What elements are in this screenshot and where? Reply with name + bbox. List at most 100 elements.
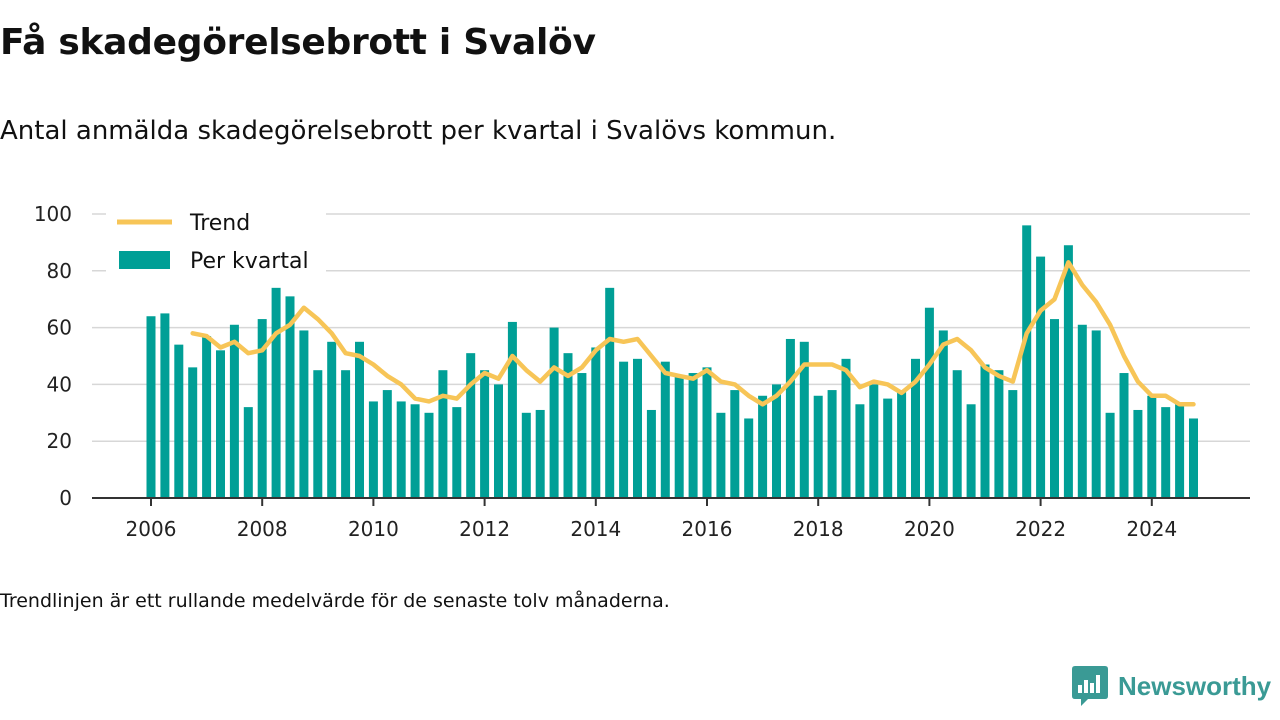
- bar: [146, 316, 156, 498]
- chart-subtitle: Antal anmälda skadegörelsebrott per kvar…: [0, 116, 837, 146]
- bar: [438, 370, 448, 498]
- chart: 0 20 40 60 80 100 2006 2008 2010 2012 2014 2016 2018…: [34, 202, 1250, 541]
- brand-name: Newsworthy: [1118, 670, 1272, 701]
- bar: [577, 373, 587, 498]
- bar: [285, 296, 295, 498]
- bar: [1008, 390, 1018, 498]
- newsworthy-logo-icon: [1072, 666, 1108, 706]
- bar: [1119, 373, 1129, 498]
- bar: [229, 324, 239, 498]
- bar: [243, 407, 253, 498]
- chart-title: Få skadegörelsebrott i Svalöv: [0, 22, 596, 63]
- bar: [952, 370, 962, 498]
- bar: [327, 341, 337, 498]
- bar: [1161, 407, 1171, 498]
- y-tick-label: 20: [47, 429, 72, 453]
- bar: [216, 350, 225, 498]
- bar: [660, 361, 670, 498]
- x-tick-label: 2018: [793, 517, 844, 541]
- legend: Trend Per kvartal: [106, 206, 326, 278]
- bar: [452, 407, 462, 498]
- bar: [466, 353, 476, 498]
- bar: [174, 344, 184, 498]
- legend-bar-swatch: [119, 251, 170, 269]
- bar: [494, 384, 503, 498]
- x-tick-label: 2016: [682, 517, 733, 541]
- bar: [549, 327, 559, 498]
- bar: [160, 313, 170, 498]
- footnote: Trendlinjen är ett rullande medelvärde f…: [0, 590, 670, 612]
- bar: [341, 370, 351, 498]
- y-tick-label: 0: [59, 486, 72, 510]
- bar: [1036, 256, 1046, 498]
- bar: [702, 367, 712, 498]
- bar: [674, 375, 684, 498]
- bar: [744, 418, 754, 498]
- bar: [716, 412, 726, 498]
- x-tick-label: 2014: [570, 517, 621, 541]
- bar: [1077, 324, 1087, 498]
- bar: [911, 358, 920, 498]
- bar: [799, 341, 809, 498]
- bar: [1050, 319, 1059, 498]
- x-tick-label: 2010: [348, 517, 399, 541]
- bar: [1175, 404, 1185, 498]
- bar: [188, 367, 198, 498]
- bar: [730, 390, 740, 498]
- trend-series: [190, 260, 1196, 407]
- bar: [257, 319, 267, 498]
- bar: [1189, 418, 1198, 498]
- bar: [646, 409, 656, 498]
- bar: [966, 404, 976, 498]
- bar-series: [146, 225, 1198, 499]
- bar: [1091, 330, 1101, 498]
- axes: 0 20 40 60 80 100 2006 2008 2010 2012 2014 2016 2018…: [34, 202, 1250, 541]
- x-tick-label: 2012: [459, 517, 510, 541]
- bar: [521, 412, 531, 498]
- y-tick-label: 60: [47, 316, 72, 340]
- bar: [382, 390, 392, 498]
- bar: [980, 364, 990, 498]
- bar: [938, 330, 948, 498]
- bar: [994, 370, 1004, 498]
- bar: [355, 341, 364, 498]
- bar: [772, 384, 781, 498]
- bar: [869, 384, 879, 498]
- trend-line: [190, 260, 1196, 407]
- bar: [1022, 225, 1032, 499]
- bar: [396, 401, 406, 498]
- bar: [535, 409, 545, 498]
- bar: [591, 347, 601, 498]
- bar: [299, 330, 309, 498]
- bar: [424, 412, 434, 498]
- bar: [855, 404, 865, 498]
- bar: [813, 395, 823, 498]
- bar: [313, 370, 323, 498]
- bar: [924, 307, 934, 498]
- bar: [563, 353, 573, 498]
- x-tick-label: 2024: [1126, 517, 1177, 541]
- bar: [368, 401, 378, 498]
- bar: [1147, 395, 1157, 498]
- x-tick-label: 2022: [1015, 517, 1066, 541]
- legend-trend-label: Trend: [189, 211, 250, 236]
- x-tick-label: 2006: [126, 517, 177, 541]
- bar: [605, 287, 615, 498]
- bar: [480, 370, 490, 498]
- bar: [619, 361, 629, 498]
- x-tick-label: 2020: [904, 517, 955, 541]
- bar: [507, 321, 517, 498]
- legend-bar-label: Per kvartal: [190, 249, 309, 274]
- x-tick-label: 2008: [237, 517, 288, 541]
- bar: [1105, 412, 1115, 498]
- bar: [883, 398, 893, 498]
- y-tick-label: 100: [34, 202, 72, 226]
- bar: [1133, 409, 1143, 498]
- bar: [410, 404, 420, 498]
- bar: [271, 287, 281, 498]
- brand: Newsworthy: [1072, 664, 1271, 708]
- bar: [785, 338, 795, 498]
- bar: [897, 390, 907, 498]
- bar: [1063, 245, 1073, 498]
- bar: [841, 358, 851, 498]
